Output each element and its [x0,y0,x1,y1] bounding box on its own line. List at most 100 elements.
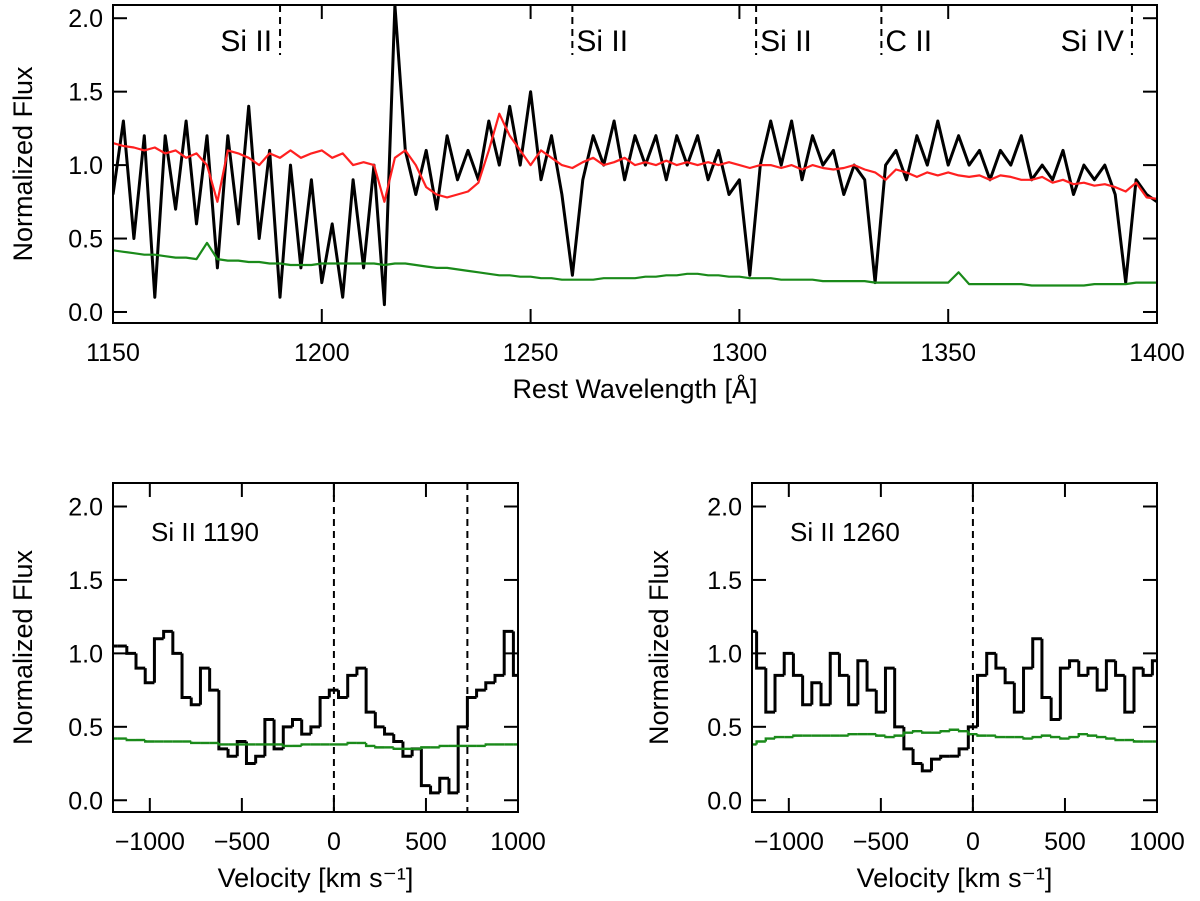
step-segment [171,631,183,655]
step-segment [883,666,895,713]
step-segment [773,735,785,739]
panel: −1000 −500 0 500 1000 0.0 0.5 1.0 1.5 2.0 Velocity… [644,482,1185,893]
step-segment [217,690,229,751]
step-segment [1031,735,1042,739]
step-segment [810,681,822,705]
y-tick-label: 2.0 [68,5,103,33]
x-tick-label: 500 [405,828,447,856]
spectrum-line [113,112,1157,203]
step-segment [282,744,293,748]
step-segment [801,675,812,707]
step-segment [383,726,394,736]
step-segment [419,748,431,788]
step-segment [217,742,229,746]
y-tick-label: 1.5 [707,567,742,595]
line-label: Si IV [1061,25,1124,58]
step-segment [1141,668,1153,677]
step-segment [374,745,385,749]
step-segment [792,734,803,738]
step-segment [1058,666,1070,720]
y-tick-label: 1.0 [68,152,103,180]
step-segment [911,748,923,766]
step-segment [502,629,514,676]
step-segment [493,673,505,683]
x-tick-label: 1400 [1129,339,1185,367]
step-segment [782,651,794,676]
y-tick-label: 2.0 [707,494,742,522]
step-segment [1022,737,1033,740]
y-axis-title: Normalized Flux [8,549,38,745]
x-tick-label: −500 [214,828,270,856]
step-segment [957,729,969,733]
x-tick-label: 1250 [503,339,559,367]
step-segment [438,744,449,748]
step-segment [373,712,385,729]
step-segment [966,725,978,749]
step-segment [1049,735,1061,739]
step-segment [511,631,518,677]
step-segment [764,737,776,742]
step-segment [1132,666,1144,713]
step-segment [143,668,155,685]
step-segment [465,695,477,727]
step-segment [364,668,376,714]
x-tick-label: 1000 [490,828,546,856]
step-segment [244,741,256,766]
step-segment [884,735,895,739]
step-segment [254,754,265,764]
x-tick-label: 0 [966,828,980,856]
step-segment [392,747,403,751]
step-segment [1086,734,1098,737]
step-segment [948,728,960,732]
step-segment [875,734,886,737]
step-segment [226,748,238,758]
step-segment [180,653,192,699]
x-tick-label: 1200 [294,339,350,367]
step-segment [392,734,403,743]
step-segment [847,732,858,736]
x-tick-label: −500 [853,828,909,856]
step-segment [1003,668,1015,685]
y-tick-label: 1.0 [68,640,103,668]
step-segment [235,740,247,757]
step-segment [773,673,785,713]
step-segment [874,690,886,714]
step-segment [976,734,987,737]
y-tick-label: 0.5 [68,226,103,254]
step-segment [125,738,137,742]
step-segment [957,747,969,757]
plot-area [113,629,518,795]
step-segment [134,653,146,670]
step-segment [755,740,766,745]
step-segment [364,742,376,748]
step-segment [484,743,495,746]
step-segment [1059,737,1070,740]
step-segment [1086,666,1098,676]
axes-frame [751,482,1158,813]
line-label: C II [885,25,932,58]
step-segment [755,631,766,670]
y-axis-title: Normalized Flux [8,66,38,262]
step-segment [1095,735,1107,739]
x-axis-title: Velocity [km s⁻¹] [218,863,414,893]
x-axis-title: Velocity [km s⁻¹] [857,863,1053,893]
step-segment [1068,735,1079,739]
step-segment [300,719,311,736]
step-segment [1114,738,1125,742]
step-segment [902,731,914,736]
step-segment [281,725,293,749]
line-label: Si II [220,25,272,58]
step-segment [865,660,877,692]
step-segment [300,743,311,746]
step-segment [939,730,950,733]
step-segment [921,731,932,734]
step-segment [475,688,486,698]
step-segment [1077,732,1088,738]
step-segment [1031,637,1042,669]
step-segment [447,778,459,795]
plot-area [752,629,1157,773]
step-segment [1040,734,1052,738]
step-segment [346,741,357,745]
step-segment [456,725,468,793]
step-segment [911,730,923,733]
